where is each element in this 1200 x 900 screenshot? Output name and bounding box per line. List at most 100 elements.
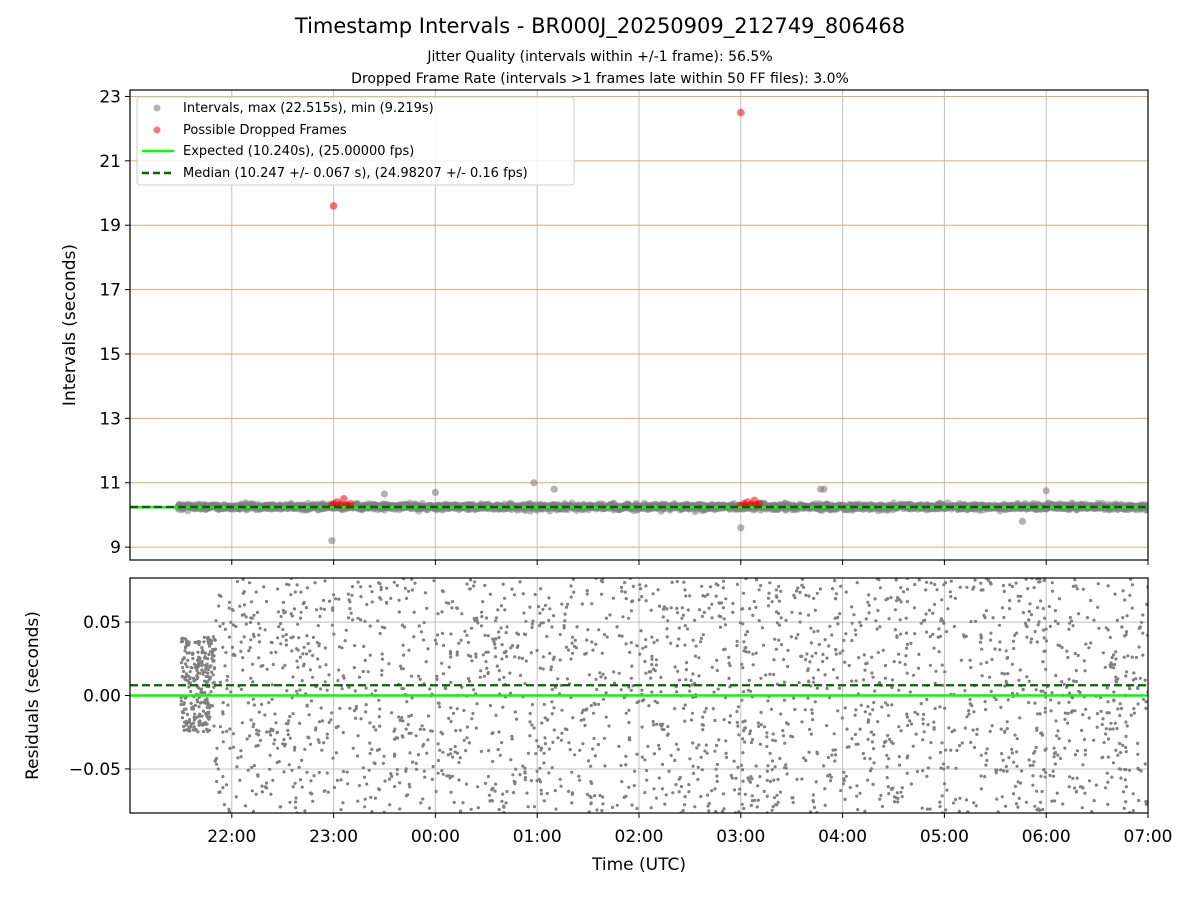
residual-point <box>693 618 697 623</box>
residual-point <box>688 689 692 693</box>
residual-point <box>246 701 250 705</box>
residual-point <box>260 790 264 794</box>
residual-point <box>294 806 298 810</box>
residual-point <box>766 764 770 768</box>
residual-point <box>1037 620 1041 624</box>
residual-point <box>979 753 983 757</box>
residual-point <box>808 727 812 732</box>
residual-point <box>390 711 394 715</box>
residual-point <box>1105 771 1109 775</box>
residual-point <box>803 708 807 712</box>
residual-point <box>436 701 440 705</box>
residual-point <box>762 789 766 794</box>
residual-point <box>276 746 280 750</box>
residual-point <box>951 801 956 805</box>
residual-point <box>272 742 276 746</box>
residual-point <box>530 723 534 727</box>
residual-point <box>538 766 542 770</box>
residual-point <box>521 592 525 596</box>
residual-point <box>890 685 894 690</box>
residual-point <box>251 725 255 729</box>
residual-point <box>776 777 780 782</box>
residual-point <box>990 724 994 728</box>
residual-point <box>1144 802 1148 806</box>
residual-point <box>755 805 759 809</box>
residual-point <box>401 667 405 671</box>
residual-point <box>723 623 728 627</box>
residual-point <box>200 650 204 655</box>
residual-point <box>945 788 949 792</box>
residual-point <box>483 633 487 637</box>
residual-point <box>323 680 327 684</box>
residual-point <box>366 670 370 674</box>
residual-point <box>242 635 246 639</box>
residual-point <box>187 719 192 723</box>
residual-point <box>843 797 847 802</box>
residual-point <box>1043 649 1047 653</box>
residual-point <box>541 607 545 612</box>
residual-point <box>1071 709 1075 713</box>
residual-point <box>525 791 529 795</box>
residual-point <box>823 803 827 808</box>
residual-point <box>540 721 544 725</box>
residual-point <box>368 584 372 588</box>
residual-point <box>460 612 464 616</box>
residual-point <box>302 662 306 666</box>
residual-point <box>241 656 245 660</box>
residual-point <box>583 723 587 728</box>
residual-point <box>393 784 397 789</box>
residual-point <box>920 806 924 810</box>
residual-point <box>917 652 921 657</box>
residual-point <box>950 730 954 734</box>
residual-point <box>523 778 527 782</box>
residual-point <box>559 784 563 788</box>
residual-point <box>1063 717 1067 722</box>
bottom-y-tick-label: 0.00 <box>83 687 121 707</box>
residual-point <box>435 677 439 682</box>
residual-point <box>842 777 846 781</box>
interval-outlier-point <box>1018 517 1027 525</box>
residual-point <box>863 710 868 714</box>
residual-point <box>457 760 461 765</box>
residual-point <box>390 774 394 779</box>
residual-point <box>1010 662 1015 666</box>
residual-point <box>223 627 227 632</box>
residual-point <box>584 708 588 712</box>
residual-point <box>240 721 244 725</box>
residual-point <box>537 777 541 782</box>
residual-point <box>379 588 383 592</box>
residual-point <box>184 638 188 643</box>
residual-point <box>365 602 369 607</box>
residual-point <box>786 664 790 669</box>
residual-point <box>209 642 213 646</box>
residual-point <box>444 601 449 605</box>
residual-point <box>306 735 310 739</box>
residual-point <box>949 579 953 583</box>
residual-point <box>336 679 340 683</box>
residual-point <box>201 709 206 713</box>
residual-point <box>1014 581 1018 585</box>
residual-point <box>834 647 838 652</box>
residual-point <box>1047 604 1051 609</box>
residual-point <box>1067 627 1071 631</box>
residual-point <box>988 675 992 679</box>
residual-point <box>964 634 968 638</box>
residual-point <box>278 805 282 809</box>
residual-point <box>450 600 455 604</box>
residual-point <box>1017 796 1021 801</box>
residual-point <box>765 794 769 799</box>
residual-point <box>449 706 453 710</box>
residual-point <box>1066 721 1070 725</box>
interval-outlier-point <box>816 485 825 493</box>
residual-point <box>740 662 744 666</box>
residual-point <box>300 758 304 763</box>
residual-point <box>570 641 574 645</box>
residual-point <box>418 677 422 682</box>
residual-point <box>678 775 682 780</box>
legend-dropped-label: Possible Dropped Frames <box>183 123 347 138</box>
residual-point <box>469 807 473 811</box>
residual-point <box>242 603 247 607</box>
residual-point <box>302 600 306 605</box>
residual-point <box>623 581 627 585</box>
residual-point <box>624 642 628 646</box>
